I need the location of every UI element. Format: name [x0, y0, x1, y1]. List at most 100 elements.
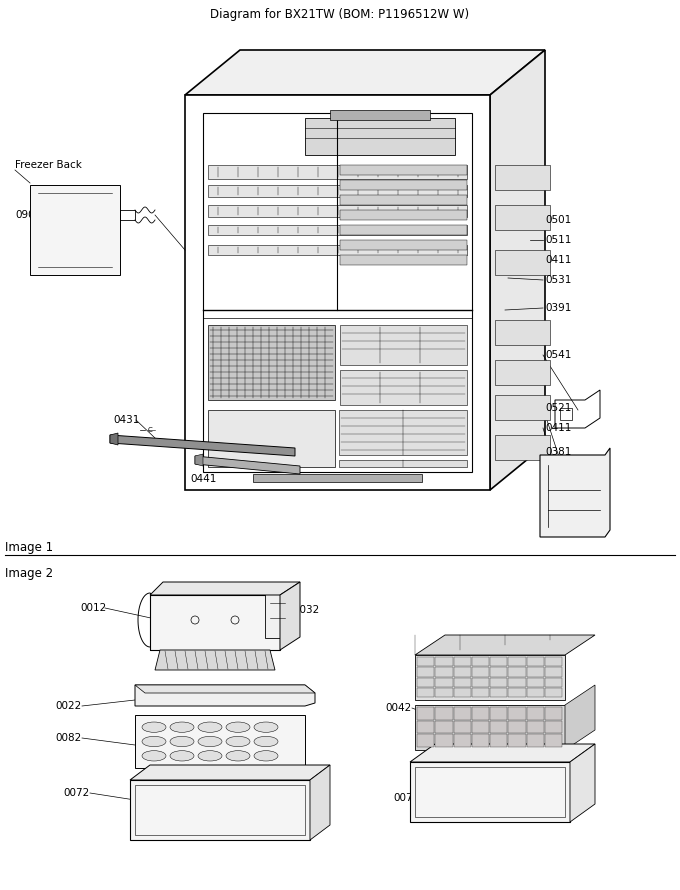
Polygon shape: [417, 668, 435, 676]
Polygon shape: [417, 688, 435, 697]
Text: 0501: 0501: [545, 215, 571, 225]
Polygon shape: [435, 721, 452, 733]
Polygon shape: [310, 765, 330, 840]
Polygon shape: [435, 677, 452, 687]
Polygon shape: [508, 707, 526, 720]
Polygon shape: [490, 657, 507, 667]
Polygon shape: [570, 744, 595, 822]
Polygon shape: [490, 734, 507, 747]
Polygon shape: [495, 360, 550, 385]
Polygon shape: [526, 721, 544, 733]
Polygon shape: [330, 110, 430, 120]
Polygon shape: [435, 668, 452, 676]
Text: Diagram for BX21TW (BOM: P1196512W W): Diagram for BX21TW (BOM: P1196512W W): [210, 8, 470, 21]
Text: 0531: 0531: [545, 275, 571, 285]
Polygon shape: [339, 410, 467, 455]
Polygon shape: [339, 460, 467, 467]
Ellipse shape: [226, 750, 250, 761]
Ellipse shape: [142, 750, 166, 761]
Polygon shape: [472, 677, 489, 687]
Text: Image 2: Image 2: [5, 567, 53, 579]
Polygon shape: [410, 744, 595, 762]
Ellipse shape: [198, 736, 222, 747]
Polygon shape: [417, 677, 435, 687]
Ellipse shape: [170, 750, 194, 761]
Polygon shape: [454, 657, 471, 667]
Polygon shape: [508, 657, 526, 667]
Polygon shape: [208, 325, 335, 400]
Polygon shape: [340, 370, 467, 405]
Polygon shape: [495, 250, 550, 275]
Text: 0431: 0431: [113, 415, 139, 425]
Ellipse shape: [226, 736, 250, 747]
Polygon shape: [340, 210, 467, 220]
Polygon shape: [435, 657, 452, 667]
Polygon shape: [495, 395, 550, 420]
Ellipse shape: [142, 736, 166, 747]
Polygon shape: [340, 255, 467, 265]
Polygon shape: [472, 668, 489, 676]
Polygon shape: [454, 707, 471, 720]
Text: 0082: 0082: [55, 733, 81, 743]
Polygon shape: [185, 50, 545, 95]
Polygon shape: [208, 185, 467, 197]
Ellipse shape: [198, 722, 222, 732]
Polygon shape: [110, 433, 118, 445]
Ellipse shape: [226, 722, 250, 732]
Polygon shape: [435, 688, 452, 697]
Polygon shape: [495, 320, 550, 345]
Polygon shape: [253, 474, 422, 482]
Text: 0411: 0411: [545, 423, 571, 433]
Polygon shape: [545, 668, 562, 676]
Polygon shape: [545, 657, 562, 667]
Polygon shape: [565, 685, 595, 750]
Polygon shape: [454, 677, 471, 687]
Ellipse shape: [142, 722, 166, 732]
Polygon shape: [415, 635, 595, 655]
Text: C: C: [148, 427, 153, 433]
Polygon shape: [340, 225, 467, 235]
Polygon shape: [203, 113, 472, 472]
Polygon shape: [472, 657, 489, 667]
Polygon shape: [340, 240, 467, 250]
Polygon shape: [415, 655, 565, 700]
Text: 0022: 0022: [55, 701, 81, 711]
Polygon shape: [340, 180, 467, 190]
Polygon shape: [417, 707, 435, 720]
Polygon shape: [340, 165, 467, 175]
Polygon shape: [208, 165, 467, 179]
Polygon shape: [417, 721, 435, 733]
Polygon shape: [135, 685, 315, 706]
Polygon shape: [195, 456, 300, 474]
Ellipse shape: [254, 750, 278, 761]
Polygon shape: [490, 688, 507, 697]
Polygon shape: [495, 205, 550, 230]
Polygon shape: [417, 734, 435, 747]
Text: 0012: 0012: [80, 603, 106, 613]
Polygon shape: [208, 205, 467, 217]
Ellipse shape: [170, 722, 194, 732]
Polygon shape: [185, 95, 490, 490]
Polygon shape: [135, 715, 305, 768]
Polygon shape: [545, 734, 562, 747]
Polygon shape: [110, 435, 295, 456]
Polygon shape: [490, 707, 507, 720]
Text: Image 1: Image 1: [5, 540, 53, 554]
Text: 0441: 0441: [190, 474, 216, 484]
Polygon shape: [508, 721, 526, 733]
Polygon shape: [130, 780, 310, 840]
Polygon shape: [526, 688, 544, 697]
Polygon shape: [415, 705, 565, 750]
Polygon shape: [454, 668, 471, 676]
Ellipse shape: [198, 750, 222, 761]
Polygon shape: [508, 668, 526, 676]
Polygon shape: [526, 707, 544, 720]
Polygon shape: [208, 245, 467, 255]
Polygon shape: [508, 677, 526, 687]
Polygon shape: [508, 734, 526, 747]
Polygon shape: [490, 668, 507, 676]
Ellipse shape: [170, 736, 194, 747]
Polygon shape: [526, 668, 544, 676]
Polygon shape: [495, 165, 550, 190]
Text: 0411: 0411: [545, 255, 571, 265]
